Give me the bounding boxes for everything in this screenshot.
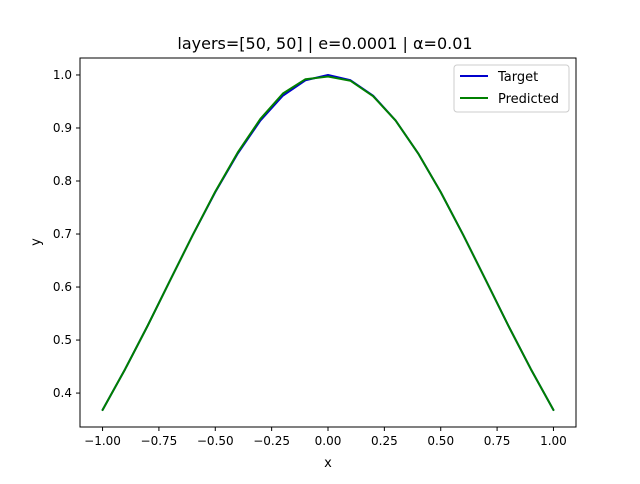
- y-tick-label: 0.4: [53, 386, 72, 400]
- y-axis-ticks: 0.4 0.5 0.6 0.7 0.8 0.9 1.0: [53, 68, 80, 400]
- y-tick-label: 0.8: [53, 174, 72, 188]
- y-tick-label: 0.7: [53, 227, 72, 241]
- x-tick-label: 0.50: [427, 434, 454, 448]
- x-tick-label: 0.00: [315, 434, 342, 448]
- legend-label-predicted: Predicted: [498, 92, 559, 107]
- y-tick-label: 1.0: [53, 68, 72, 82]
- chart-title: layers=[50, 50] | e=0.0001 | α=0.01: [177, 34, 472, 53]
- series-line-predicted: [101, 75, 555, 412]
- x-tick-label: 0.25: [371, 434, 398, 448]
- y-tick-label: 0.5: [53, 333, 72, 347]
- x-axis-label: x: [324, 456, 332, 471]
- x-tick-label: −0.75: [141, 434, 178, 448]
- legend-label-target: Target: [497, 70, 538, 85]
- y-axis-label: y: [29, 238, 44, 246]
- x-axis-ticks: −1.00 −0.75 −0.50 −0.25 0.00 0.25 0.50 0.75 1.00: [84, 427, 567, 448]
- y-tick-label: 0.6: [53, 280, 72, 294]
- x-tick-label: 0.75: [484, 434, 511, 448]
- y-tick-label: 0.9: [53, 121, 72, 135]
- x-tick-label: −0.25: [253, 434, 290, 448]
- legend: Target Predicted: [453, 64, 570, 113]
- x-tick-label: 1.00: [540, 434, 567, 448]
- x-tick-label: −0.50: [197, 434, 234, 448]
- x-tick-label: −1.00: [84, 434, 121, 448]
- series-layer: [101, 73, 555, 412]
